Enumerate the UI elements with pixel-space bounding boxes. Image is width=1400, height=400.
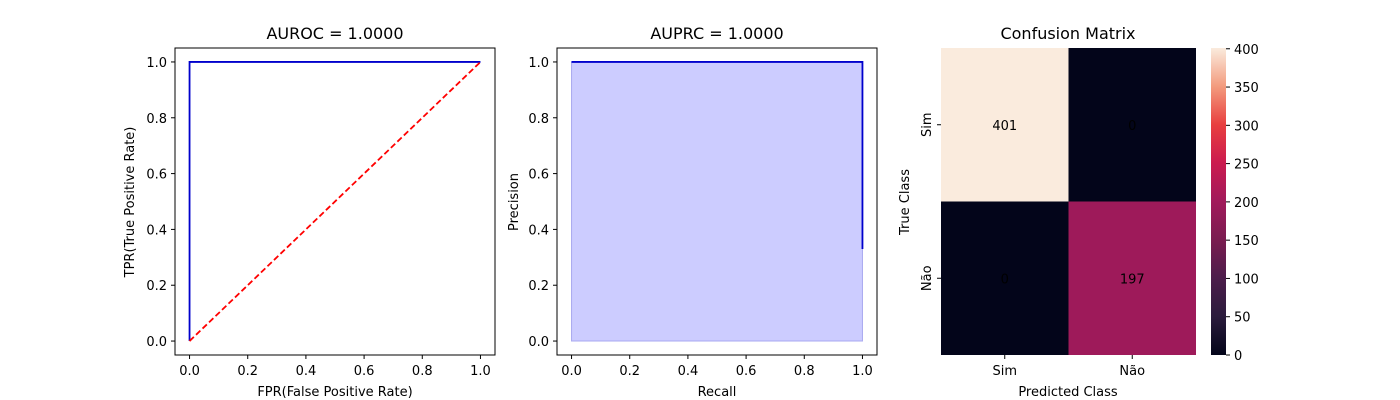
- cm-cell: [941, 48, 1069, 202]
- cm-cell-value: 197: [1120, 272, 1145, 287]
- roc-axes-frame: [174, 47, 496, 356]
- pr-panel: AUPRC = 1.0000 0.0 0.2 0.4 0.6 0.8 1.00.00.20…: [507, 24, 878, 400]
- colorbar-tick-label: 300: [1234, 119, 1259, 134]
- colorbar-tick-label: 200: [1234, 196, 1259, 211]
- pr-series-line-0: [571, 61, 864, 249]
- cm-cell: [941, 201, 1069, 355]
- cm-ytick-label: Não: [920, 265, 935, 291]
- cm-xtick-label: Não: [1119, 364, 1145, 379]
- colorbar-tick-label: 350: [1234, 81, 1259, 96]
- roc-xtick-label: 0.8: [412, 364, 433, 379]
- colorbar-tick-label: 50: [1234, 311, 1251, 326]
- cm-xlabel: Predicted Class: [1018, 385, 1118, 400]
- roc-ytick-label: 0.2: [146, 279, 167, 294]
- roc-xtick-label: 0.2: [237, 364, 258, 379]
- roc-ytick-label: 1.0: [146, 56, 167, 71]
- roc-ylabel: TPR(True Positive Rate): [123, 127, 138, 279]
- pr-ytick-label: 0.2: [528, 279, 549, 294]
- pr-xtick-label: 0.8: [794, 364, 815, 379]
- pr-area-fill: [571, 61, 863, 342]
- pr-xtick-label: 0.6: [736, 364, 757, 379]
- pr-xtick-label: 0.0: [561, 364, 582, 379]
- roc-series-line-1: [188, 61, 482, 342]
- pr-ytick-label: 0.0: [528, 335, 549, 350]
- roc-ytick-label: 0.8: [146, 112, 167, 127]
- colorbar-tick-label: 400: [1234, 43, 1259, 58]
- cm-ytick-label: Sim: [920, 112, 935, 137]
- cm-cells: 401 0 0 197: [941, 48, 1196, 355]
- pr-xtick-label: 0.4: [678, 364, 699, 379]
- pr-ytick-label: 1.0: [528, 56, 549, 71]
- cm-title: Confusion Matrix: [1000, 24, 1135, 43]
- cm-cell-value: 401: [992, 119, 1017, 134]
- roc-series-line-0: [188, 61, 481, 342]
- roc-panel: AUROC = 1.0000 0.0 0.2 0.4 0.6 0.8 1.00.00.20…: [123, 24, 496, 400]
- pr-area: [571, 61, 863, 342]
- cm-cell-value: 0: [1001, 272, 1009, 287]
- colorbar: [1211, 48, 1226, 355]
- roc-ytick-label: 0.6: [146, 168, 167, 183]
- pr-ticks: 0.0 0.2 0.4 0.6 0.8 1.0 0.0 0.2 0.4 0.6 0.8 1.0: [528, 56, 872, 379]
- confusion-panel: Confusion Matrix 401 0 0 197 Sim Não Sim Não P…: [898, 24, 1259, 400]
- pr-xtick-label: 1.0: [852, 364, 873, 379]
- roc-lines: [188, 61, 482, 342]
- pr-ytick-label: 0.8: [528, 112, 549, 127]
- pr-ytick-label: 0.4: [528, 223, 549, 238]
- pr-axes-frame: [556, 47, 878, 356]
- cm-ylabel: True Class: [898, 169, 913, 236]
- colorbar-ticks: 0 50 100 150 200 250 300 350 400: [1226, 43, 1259, 364]
- colorbar-tick-label: 100: [1234, 272, 1259, 287]
- pr-xtick-label: 0.2: [619, 364, 640, 379]
- roc-ytick-label: 0.4: [146, 223, 167, 238]
- roc-xtick-label: 0.4: [296, 364, 317, 379]
- roc-xtick-label: 0.0: [179, 364, 200, 379]
- colorbar-tick-label: 150: [1234, 234, 1259, 249]
- roc-xlabel: FPR(False Positive Rate): [257, 385, 412, 400]
- roc-xtick-label: 1.0: [470, 364, 491, 379]
- pr-ylabel: Precision: [507, 173, 522, 231]
- cm-cell: [1068, 201, 1196, 355]
- colorbar-tick-label: 0: [1234, 349, 1242, 364]
- cm-xtick-label: Sim: [992, 364, 1017, 379]
- cm-cell: [1068, 48, 1196, 202]
- pr-xlabel: Recall: [698, 385, 737, 400]
- roc-ytick-label: 0.0: [146, 335, 167, 350]
- pr-lines: [571, 61, 864, 249]
- roc-xtick-label: 0.6: [354, 364, 375, 379]
- cm-category-labels: Sim Não Sim Não: [920, 112, 1145, 379]
- cm-cell-value: 0: [1128, 119, 1136, 134]
- pr-title: AUPRC = 1.0000: [650, 24, 783, 43]
- roc-ticks: 0.0 0.2 0.4 0.6 0.8 1.0 0.0 0.2 0.4 0.6 0.8 1.0: [146, 56, 490, 379]
- colorbar-tick-label: 250: [1234, 158, 1259, 173]
- pr-ytick-label: 0.6: [528, 168, 549, 183]
- roc-title: AUROC = 1.0000: [266, 24, 403, 43]
